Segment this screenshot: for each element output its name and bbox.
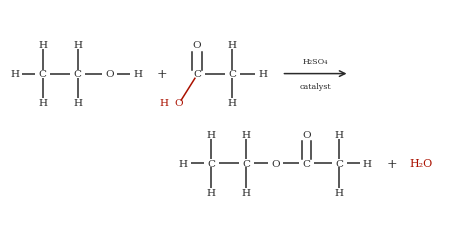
Text: O: O <box>193 41 201 50</box>
Text: H: H <box>207 130 216 139</box>
Text: H: H <box>179 159 188 168</box>
Text: H: H <box>242 130 251 139</box>
Text: H: H <box>242 188 251 197</box>
Text: H: H <box>207 188 216 197</box>
Text: H: H <box>38 41 47 50</box>
Text: H: H <box>73 99 82 108</box>
Text: H: H <box>228 99 237 108</box>
Text: C: C <box>242 159 250 168</box>
Text: C: C <box>302 159 310 168</box>
Text: C: C <box>193 70 201 79</box>
Text: C: C <box>335 159 343 168</box>
Text: O: O <box>302 130 310 139</box>
Text: H: H <box>160 99 169 108</box>
Text: H₂O: H₂O <box>410 159 433 169</box>
Text: O: O <box>271 159 280 168</box>
Text: O: O <box>105 70 114 79</box>
Text: H₂SO₄: H₂SO₄ <box>302 58 328 66</box>
Text: C: C <box>207 159 215 168</box>
Text: +: + <box>386 157 397 170</box>
Text: H: H <box>228 41 237 50</box>
Text: H: H <box>258 70 267 79</box>
Text: catalyst: catalyst <box>300 83 331 90</box>
Text: +: + <box>157 68 167 81</box>
Text: H: H <box>38 99 47 108</box>
Text: O: O <box>174 99 183 108</box>
Text: H: H <box>363 159 372 168</box>
Text: H: H <box>10 70 19 79</box>
Text: C: C <box>38 70 46 79</box>
Text: H: H <box>335 188 344 197</box>
Text: H: H <box>73 41 82 50</box>
Text: H: H <box>133 70 142 79</box>
Text: C: C <box>74 70 82 79</box>
Text: H: H <box>335 130 344 139</box>
Text: C: C <box>228 70 237 79</box>
